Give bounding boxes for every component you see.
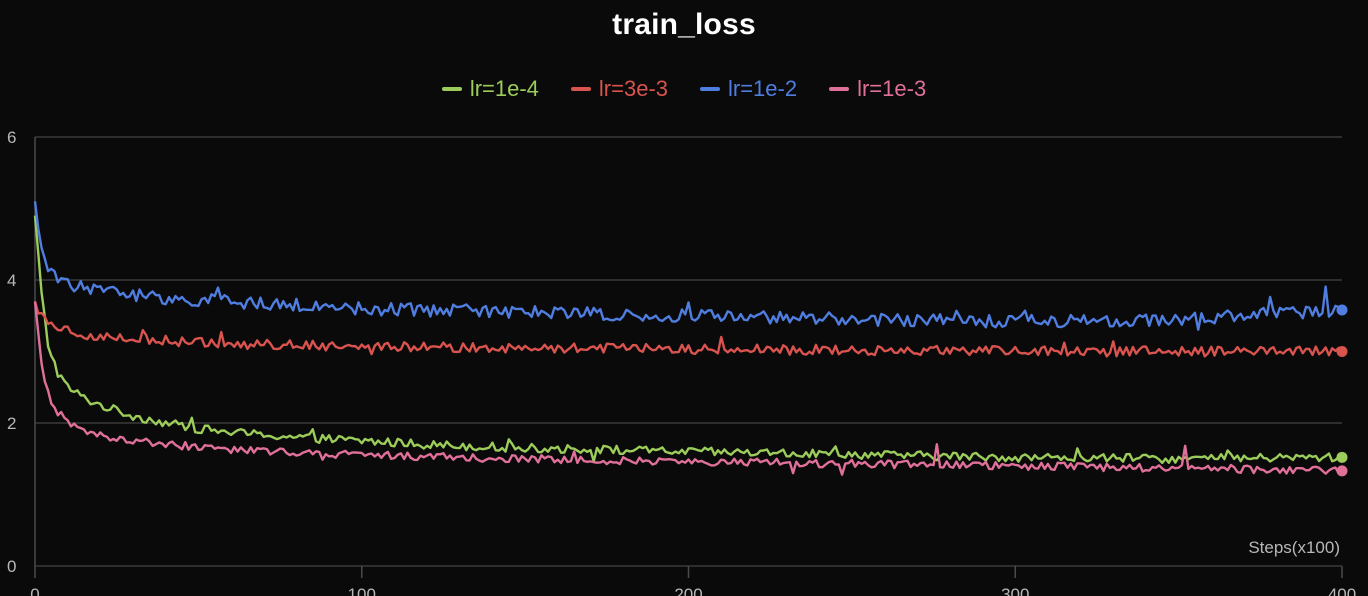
- legend-swatch: [441, 87, 462, 91]
- legend-swatch: [700, 87, 720, 91]
- y-tick-label: 4: [7, 271, 16, 290]
- x-tick-label: 100: [348, 585, 376, 596]
- series-line-lr=1e-2: [33, 201, 1343, 331]
- legend-item-lr=3e-3[interactable]: lr=3e-3: [570, 76, 668, 102]
- legend-label: lr=3e-3: [598, 76, 668, 101]
- legend-label: lr=1e-3: [857, 76, 927, 101]
- series-line-lr=1e-4: [33, 215, 1343, 465]
- legend-label: lr=1e-2: [728, 76, 798, 101]
- legend-swatch: [570, 87, 591, 91]
- x-tick-label: 0: [30, 585, 39, 596]
- x-tick-label: 400: [1328, 585, 1356, 596]
- legend: lr=1e-4 lr=3e-3 lr=1e-2 lr=1e-3: [0, 76, 1368, 102]
- y-tick-label: 2: [7, 414, 16, 433]
- x-tick-label: 200: [674, 585, 702, 596]
- legend-item-lr=1e-4[interactable]: lr=1e-4: [441, 76, 539, 102]
- legend-swatch: [829, 87, 850, 91]
- legend-item-lr=1e-3[interactable]: lr=1e-3: [829, 76, 926, 102]
- y-tick-label: 6: [7, 128, 16, 147]
- x-axis-label: Steps(x100): [1248, 538, 1340, 557]
- chart-title: train_loss: [612, 8, 756, 41]
- series-end-point-lr=1e-2: [1336, 304, 1348, 316]
- series-end-point-lr=3e-3: [1336, 346, 1348, 357]
- x-tick-label: 300: [1001, 585, 1029, 596]
- series-line-lr=1e-3: [33, 301, 1343, 476]
- series-end-point-lr=1e-4: [1336, 451, 1348, 463]
- series-line-lr=3e-3: [33, 301, 1343, 358]
- series-end-point-lr=1e-3: [1336, 465, 1348, 477]
- legend-label: lr=1e-4: [469, 76, 539, 101]
- y-tick-label: 0: [7, 557, 16, 576]
- legend-item-lr=1e-2[interactable]: lr=1e-2: [700, 76, 797, 102]
